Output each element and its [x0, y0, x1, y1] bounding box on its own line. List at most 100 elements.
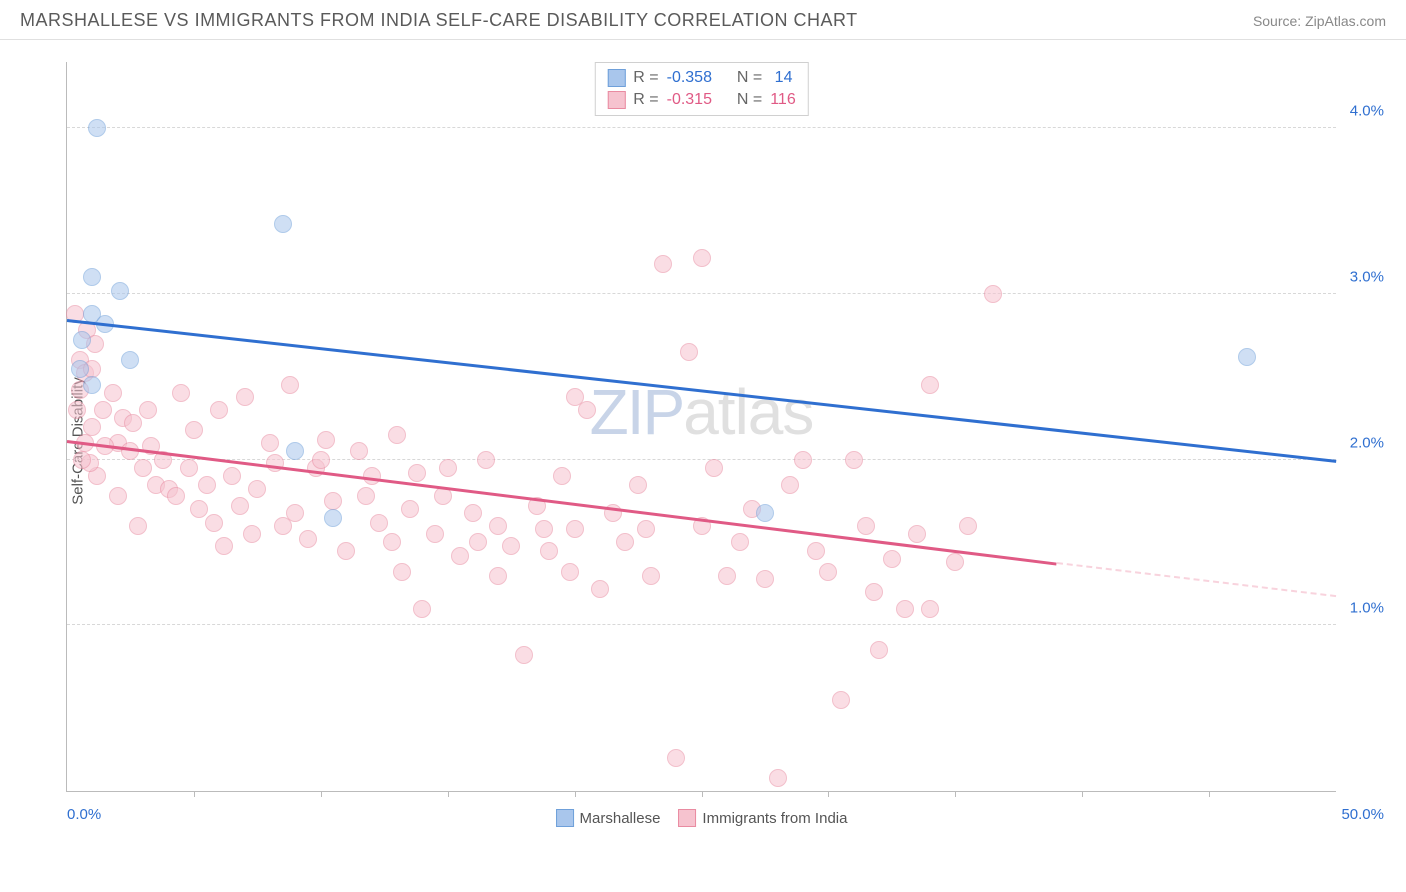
data-point	[502, 537, 520, 555]
chart-title: MARSHALLESE VS IMMIGRANTS FROM INDIA SEL…	[20, 10, 858, 31]
data-point	[299, 530, 317, 548]
gridline	[67, 624, 1336, 625]
data-point	[464, 504, 482, 522]
data-point	[223, 467, 241, 485]
data-point	[172, 384, 190, 402]
n-label: N =	[737, 69, 762, 87]
data-point	[654, 255, 672, 273]
y-tick-label: 3.0%	[1350, 268, 1384, 285]
data-point	[781, 476, 799, 494]
chart-header: MARSHALLESE VS IMMIGRANTS FROM INDIA SEL…	[0, 0, 1406, 40]
data-point	[370, 514, 388, 532]
data-point	[629, 476, 647, 494]
data-point	[908, 525, 926, 543]
data-point	[535, 520, 553, 538]
data-point	[312, 451, 330, 469]
data-point	[198, 476, 216, 494]
data-point	[921, 600, 939, 618]
data-point	[68, 401, 86, 419]
data-point	[705, 459, 723, 477]
x-tick	[1209, 791, 1210, 797]
data-point	[439, 459, 457, 477]
data-point	[180, 459, 198, 477]
x-tick	[1082, 791, 1083, 797]
x-tick	[955, 791, 956, 797]
series-legend: Marshallese Immigrants from India	[556, 809, 848, 827]
data-point	[845, 451, 863, 469]
data-point	[337, 542, 355, 560]
data-point	[274, 215, 292, 233]
data-point	[109, 487, 127, 505]
data-point	[489, 517, 507, 535]
data-point	[83, 376, 101, 394]
data-point	[413, 600, 431, 618]
y-tick-label: 1.0%	[1350, 600, 1384, 617]
data-point	[286, 504, 304, 522]
data-point	[667, 749, 685, 767]
n-label: N =	[737, 91, 762, 109]
data-point	[324, 492, 342, 510]
data-point	[324, 509, 342, 527]
data-point	[451, 547, 469, 565]
data-point	[857, 517, 875, 535]
stats-row-2: R = -0.315 N = 116	[607, 89, 795, 111]
data-point	[883, 550, 901, 568]
data-point	[71, 360, 89, 378]
data-point	[819, 563, 837, 581]
data-point	[281, 376, 299, 394]
data-point	[637, 520, 655, 538]
data-point	[959, 517, 977, 535]
data-point	[591, 580, 609, 598]
legend-item-1: Marshallese	[556, 809, 661, 827]
swatch-series-2	[607, 91, 625, 109]
data-point	[139, 401, 157, 419]
data-point	[185, 421, 203, 439]
data-point	[129, 517, 147, 535]
data-point	[83, 268, 101, 286]
data-point	[756, 504, 774, 522]
x-tick	[828, 791, 829, 797]
data-point	[388, 426, 406, 444]
data-point	[167, 487, 185, 505]
data-point	[832, 691, 850, 709]
data-point	[426, 525, 444, 543]
data-point	[865, 583, 883, 601]
data-point	[248, 480, 266, 498]
data-point	[616, 533, 634, 551]
x-tick	[575, 791, 576, 797]
data-point	[553, 467, 571, 485]
data-point	[807, 542, 825, 560]
chart-area: Self-Care Disability ZIPatlas R = -0.358…	[48, 50, 1386, 832]
stats-legend: R = -0.358 N = 14 R = -0.315 N = 116	[594, 62, 808, 116]
data-point	[383, 533, 401, 551]
data-point	[111, 282, 129, 300]
data-point	[73, 451, 91, 469]
data-point	[408, 464, 426, 482]
legend-label-2: Immigrants from India	[702, 810, 847, 827]
gridline	[67, 293, 1336, 294]
r-label: R =	[633, 69, 658, 87]
data-point	[393, 563, 411, 581]
x-axis-max-label: 50.0%	[1341, 806, 1384, 823]
data-point	[1238, 348, 1256, 366]
data-point	[693, 249, 711, 267]
chart-source: Source: ZipAtlas.com	[1253, 13, 1386, 29]
r-value-2: -0.315	[667, 91, 712, 109]
data-point	[317, 431, 335, 449]
watermark: ZIPatlas	[590, 375, 814, 449]
data-point	[134, 459, 152, 477]
data-point	[469, 533, 487, 551]
data-point	[104, 384, 122, 402]
gridline	[67, 459, 1336, 460]
r-label: R =	[633, 91, 658, 109]
data-point	[896, 600, 914, 618]
data-point	[578, 401, 596, 419]
data-point	[88, 119, 106, 137]
data-point	[870, 641, 888, 659]
data-point	[794, 451, 812, 469]
data-point	[769, 769, 787, 787]
data-point	[946, 553, 964, 571]
data-point	[477, 451, 495, 469]
data-point	[190, 500, 208, 518]
data-point	[205, 514, 223, 532]
